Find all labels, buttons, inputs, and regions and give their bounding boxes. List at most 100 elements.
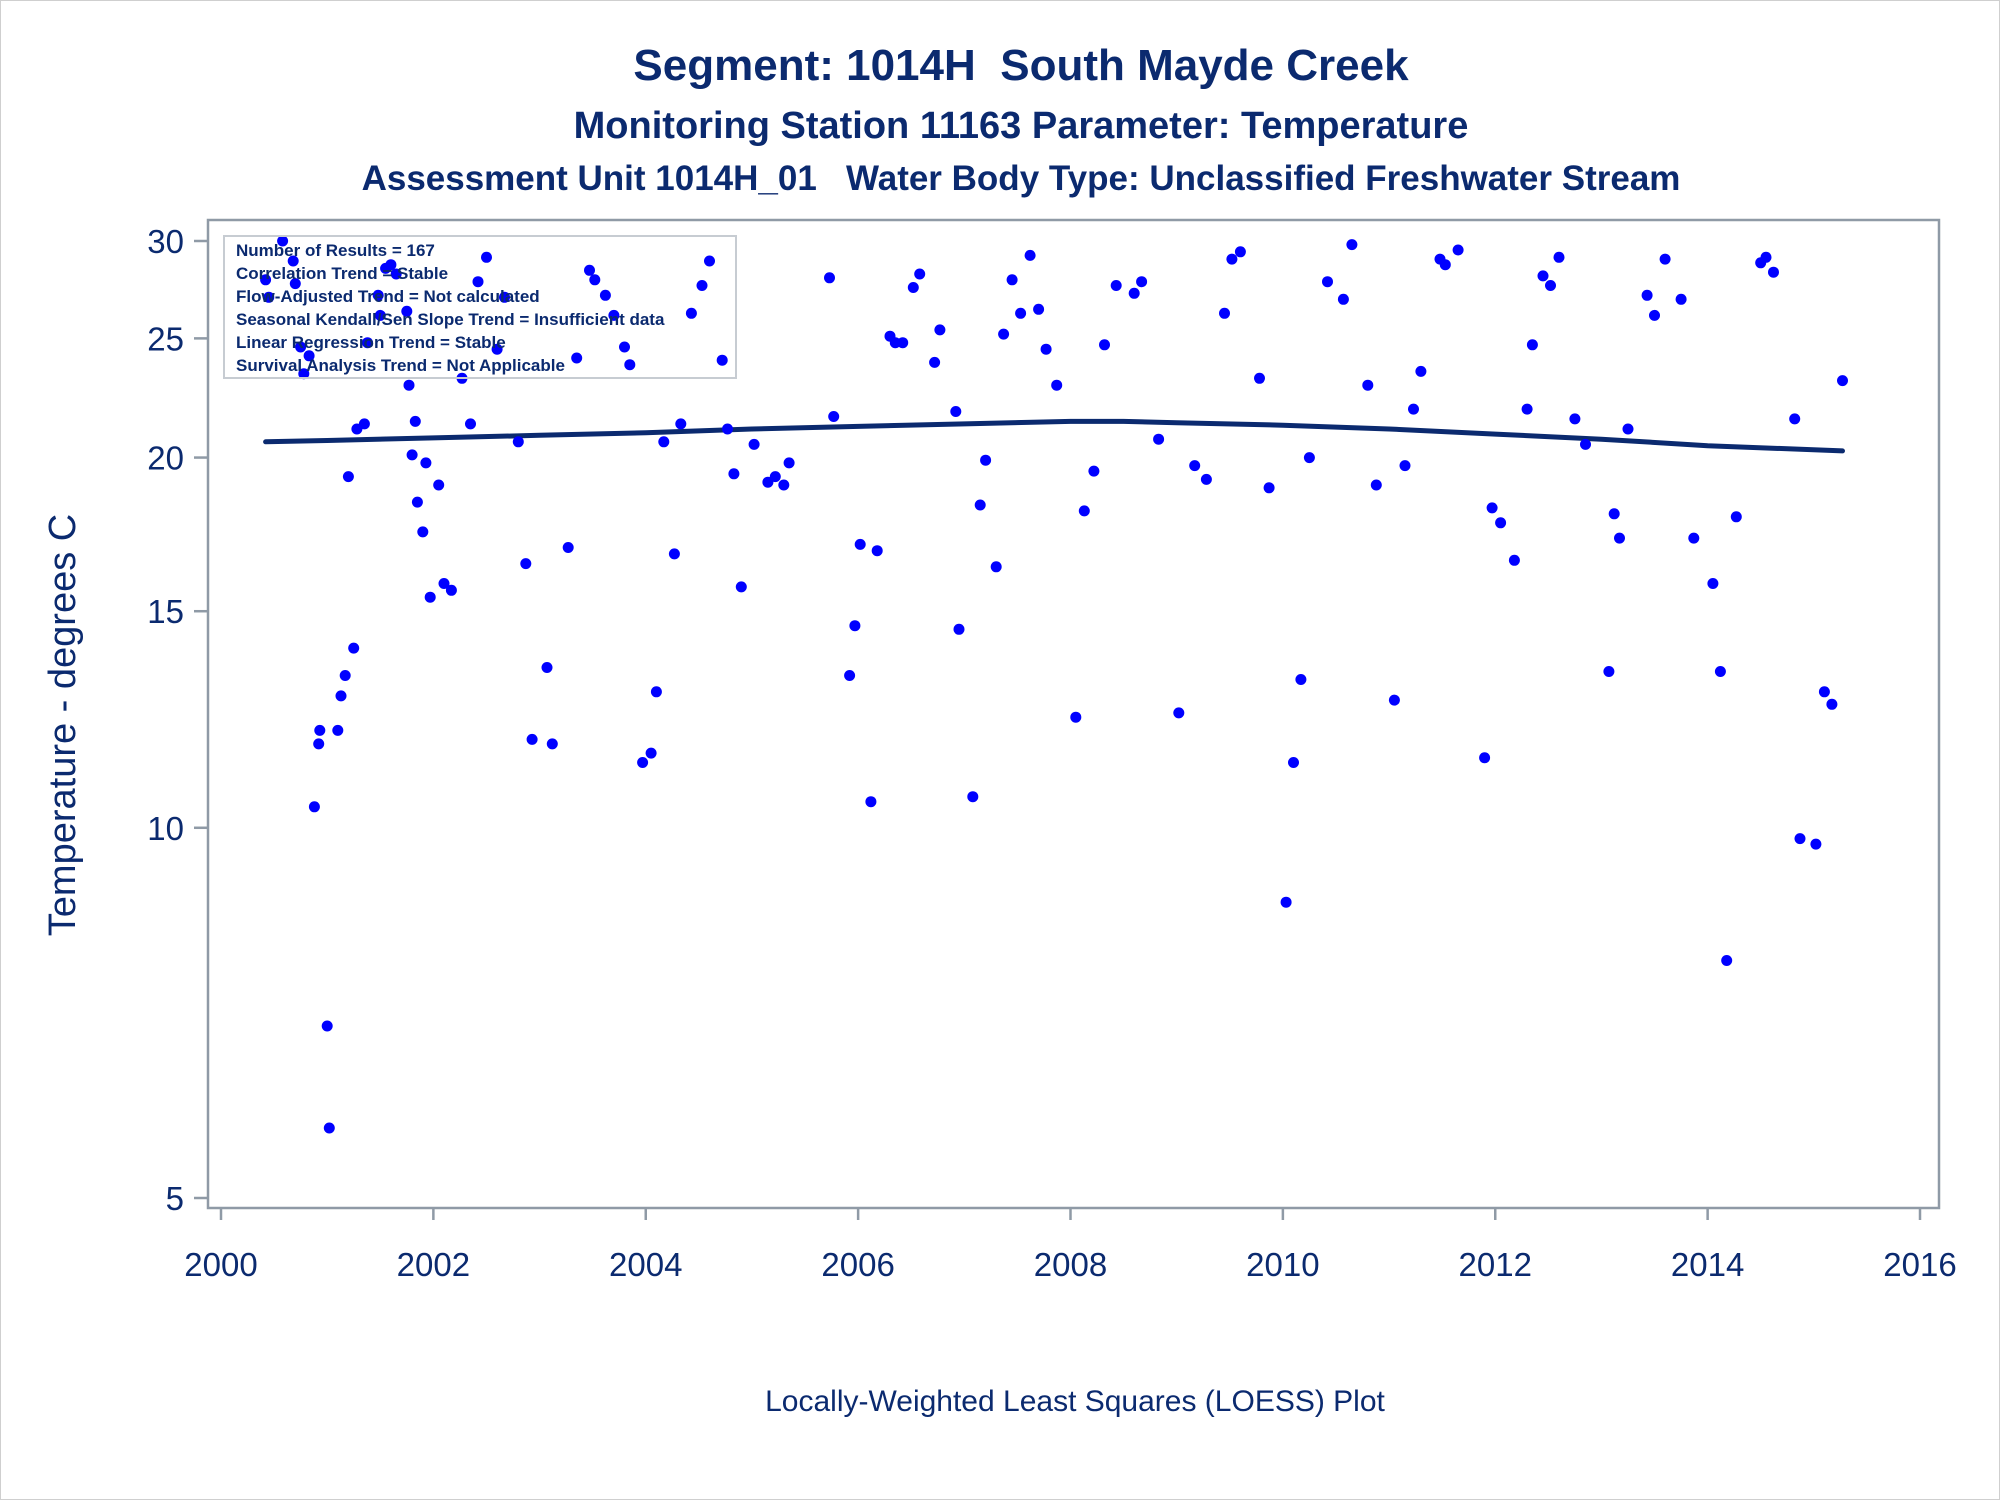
data-point-161 [1794,833,1806,845]
data-point-116 [1263,482,1275,494]
data-point-114 [1234,246,1246,258]
chart-title: Segment: 1014H South Mayde Creek [633,41,1409,90]
data-point-41 [491,343,503,355]
data-point-9 [313,738,325,750]
data-point-7 [303,350,315,362]
x-tick-label-5: 2010 [1246,1246,1319,1283]
data-point-6 [298,368,310,380]
data-point-141 [1553,251,1565,263]
data-point-31 [417,526,429,538]
data-point-100 [1051,379,1063,391]
data-point-44 [520,558,532,570]
stat-line-6: Survival Analysis Trend = Not Applicable [236,356,565,375]
data-point-127 [1399,460,1411,472]
data-point-8 [308,801,320,813]
data-point-128 [1408,403,1419,415]
data-point-137 [1521,403,1533,415]
data-point-112 [1219,307,1230,319]
data-point-3 [287,255,299,267]
data-point-115 [1254,372,1265,384]
data-point-58 [650,686,662,698]
data-point-80 [871,545,883,557]
data-point-150 [1659,253,1671,265]
data-point-159 [1768,266,1779,278]
data-point-164 [1826,698,1838,710]
data-point-160 [1789,413,1801,425]
stat-line-5: Linear Regression Trend = Stable [236,333,506,352]
data-point-57 [645,747,657,759]
data-point-120 [1303,452,1315,464]
data-point-69 [748,438,760,450]
data-point-162 [1810,838,1822,850]
data-point-24 [385,259,397,271]
data-point-14 [335,690,347,702]
data-point-64 [704,255,715,267]
data-point-12 [323,1122,335,1134]
data-point-74 [824,272,835,284]
data-point-48 [562,542,574,553]
data-point-25 [390,268,402,280]
data-point-122 [1337,293,1349,305]
data-point-88 [950,406,962,417]
data-point-42 [499,291,510,303]
data-point-26 [401,305,413,317]
stats-box-border [223,235,737,379]
data-point-132 [1452,244,1464,256]
data-point-11 [321,1020,333,1032]
data-point-73 [783,457,795,469]
data-point-121 [1322,276,1333,288]
x-tick-label-8: 2016 [1883,1246,1956,1283]
data-point-90 [967,791,979,803]
data-point-4 [289,278,301,290]
data-point-78 [854,538,866,550]
x-tick-label-0: 2000 [184,1246,257,1283]
y-tick-label-4: 25 [147,320,184,357]
data-point-2 [277,235,289,247]
data-point-134 [1486,502,1498,514]
data-point-76 [844,670,856,681]
data-point-84 [907,282,919,293]
data-point-17 [348,642,360,654]
data-point-1 [263,291,275,303]
data-point-87 [934,324,946,336]
data-point-126 [1388,694,1400,706]
data-point-99 [1040,343,1052,355]
data-point-55 [624,359,636,371]
data-point-16 [342,471,354,483]
data-point-85 [914,268,926,280]
data-point-94 [998,328,1010,340]
data-point-118 [1288,757,1299,768]
data-point-158 [1760,251,1772,263]
data-point-30 [411,496,423,508]
stat-line-1: Number of Results = 167 [236,241,435,260]
data-point-65 [716,354,728,366]
y-tick-label-3: 20 [147,440,184,477]
data-point-101 [1070,711,1082,723]
stat-line-4: Seasonal Kendall/Sen Slope Trend = Insuf… [236,310,665,329]
data-point-123 [1346,239,1358,251]
data-point-151 [1675,293,1687,305]
data-point-62 [685,307,697,319]
data-point-139 [1537,270,1549,282]
x-axis: 2000 2002 2004 2006 2008 2010 2012 2014 2016 [184,1208,1957,1283]
data-point-124 [1362,379,1374,391]
data-point-155 [1721,955,1733,966]
data-point-67 [728,468,740,480]
data-point-47 [546,738,558,750]
data-point-20 [362,337,373,349]
data-point-28 [406,449,418,461]
data-point-138 [1526,339,1538,351]
y-tick-label-2: 15 [147,593,184,630]
data-point-142 [1569,413,1581,425]
data-point-135 [1495,517,1507,529]
data-point-39 [472,276,484,288]
data-point-5 [295,341,307,353]
loess-line [263,418,1845,454]
data-point-109 [1173,707,1185,719]
data-point-33 [424,591,436,603]
data-point-131 [1439,259,1451,271]
data-point-136 [1508,554,1520,566]
data-point-34 [433,479,445,491]
plot-area [206,218,1941,1210]
data-point-125 [1370,479,1382,491]
